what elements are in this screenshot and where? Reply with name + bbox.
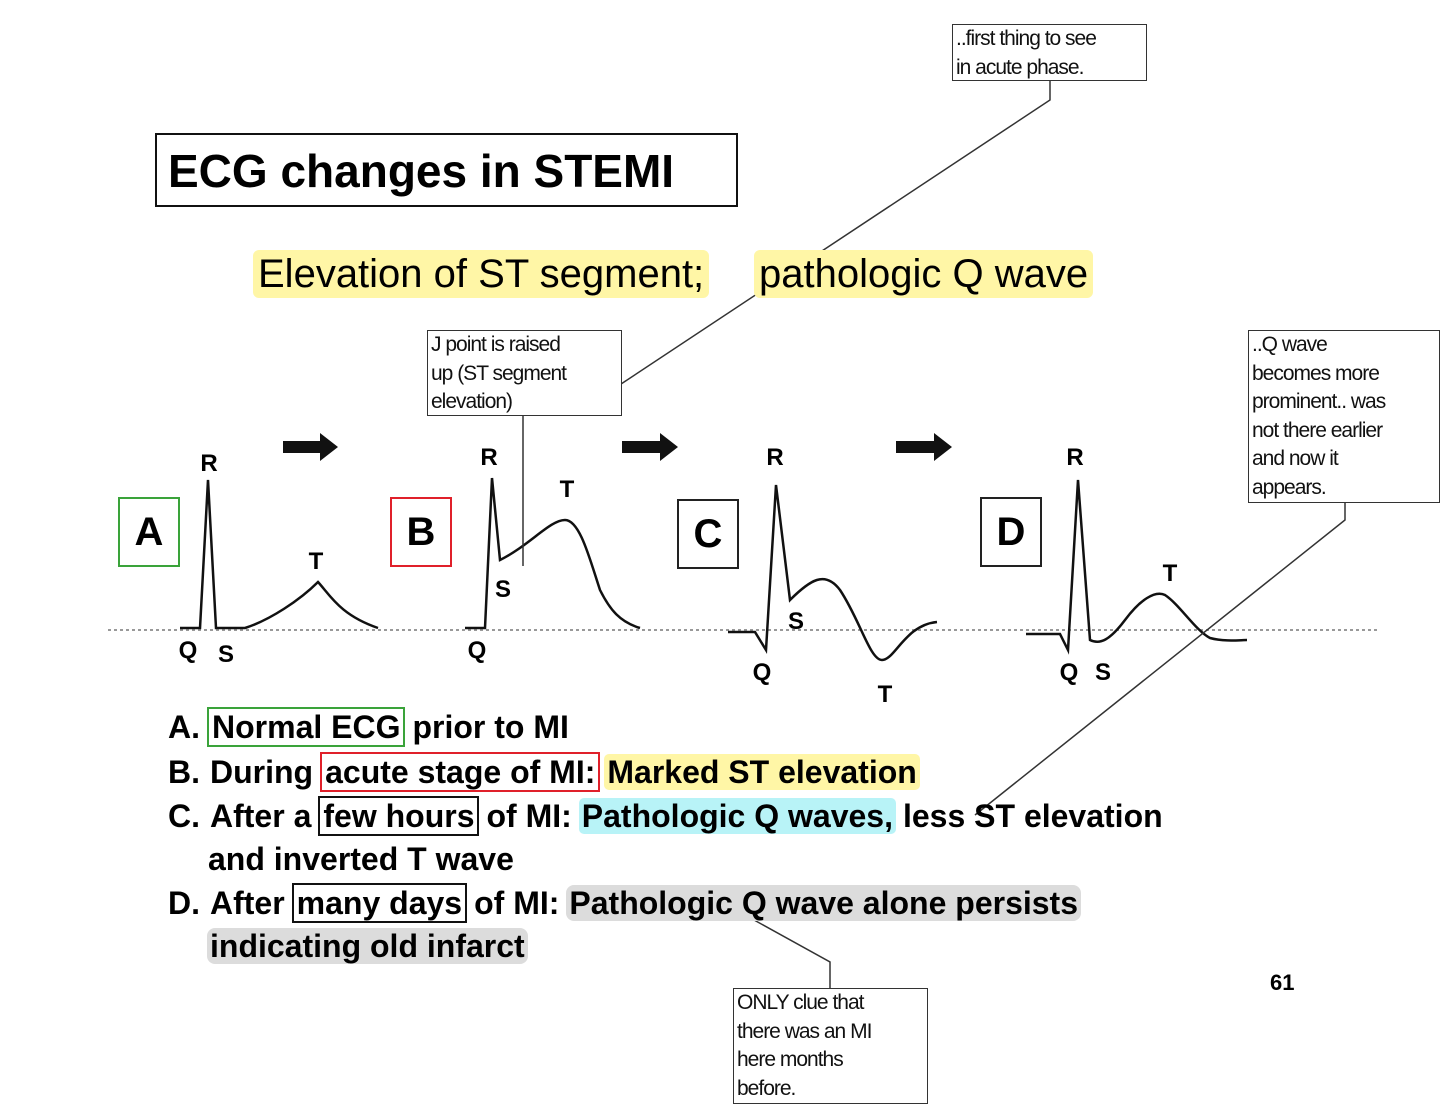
wave-label: Q — [178, 637, 198, 664]
highlighted-text: indicating old infarct — [207, 928, 528, 964]
callout-line: before. — [737, 1076, 796, 1100]
list-item: B. During acute stage of MI: Marked ST e… — [165, 752, 924, 792]
wave-label: T — [559, 476, 575, 503]
callout-line: up (ST segment — [431, 361, 567, 385]
waveform-a — [180, 479, 379, 630]
callout-line: becomes more — [1252, 361, 1380, 385]
callout-leaders — [522, 80, 1346, 988]
page-number: 61 — [1270, 970, 1295, 995]
waveform-b — [465, 477, 641, 630]
list-marker: A. — [168, 709, 200, 745]
wave-label: T — [308, 548, 324, 575]
list-item: D. After many days of MI: Pathologic Q w… — [165, 883, 1085, 923]
wave-label: R — [766, 444, 784, 471]
callout: ONLY clue that there was an MI here mont… — [733, 988, 928, 1104]
wave-label: T — [1162, 560, 1178, 587]
waveform-c — [728, 484, 938, 662]
wave-label: R — [1066, 444, 1084, 471]
arrow — [622, 433, 678, 461]
title: ECG changes in STEMI — [155, 133, 738, 207]
text: less ST elevation — [902, 798, 1163, 834]
list-marker: D. — [168, 885, 200, 921]
callout-line: appears. — [1252, 475, 1327, 499]
callout-line: ONLY clue that — [737, 991, 864, 1014]
text: of MI: — [474, 885, 560, 921]
arrow — [283, 433, 338, 461]
highlighted-text: Pathologic Q wave alone persists — [566, 885, 1081, 921]
subtitle-highlight: pathologic Q wave — [754, 250, 1094, 298]
wave-label: T — [877, 681, 893, 708]
callout: ..Q wave becomes more prominent.. was no… — [1248, 330, 1440, 503]
waveform-d — [1026, 479, 1248, 655]
wave-label: Q — [752, 659, 772, 686]
highlighted-text: Pathologic Q waves, — [578, 798, 896, 834]
callout-line: there was an MI — [737, 1019, 872, 1043]
panel-letter: C — [677, 499, 739, 569]
list-continuation: indicating old infarct — [207, 926, 532, 966]
leader-line — [974, 502, 1346, 816]
callout: ..first thing to see in acute phase. — [952, 24, 1147, 81]
list-marker: C. — [168, 798, 200, 834]
callout-line: here months — [737, 1048, 844, 1071]
text: After a — [210, 798, 312, 834]
list-item: A. Normal ECG prior to MI — [165, 707, 576, 747]
text: and inverted T wave — [208, 841, 514, 877]
text: of MI: — [486, 798, 572, 834]
callout-line: and now it — [1252, 447, 1339, 470]
text: During — [210, 754, 314, 790]
arrow — [896, 433, 952, 461]
text: prior to MI — [412, 709, 569, 745]
arrows — [283, 433, 952, 461]
callout-line: J point is raised — [431, 333, 561, 356]
callout: J point is raised up (ST segment elevati… — [427, 330, 622, 416]
panel-letter: D — [980, 497, 1042, 567]
wave-label: R — [480, 444, 498, 471]
list-item: C. After a few hours of MI: Pathologic Q… — [165, 796, 1170, 836]
highlighted-text: Marked ST elevation — [604, 754, 920, 790]
callout-line: ..first thing to see — [956, 27, 1097, 50]
boxed-text: acute stage of MI: — [320, 752, 601, 792]
boxed-text: many days — [291, 883, 468, 923]
callout-line: not there earlier — [1252, 418, 1383, 442]
wave-label: Q — [1059, 659, 1079, 686]
list-continuation: and inverted T wave — [205, 839, 521, 879]
list-marker: B. — [168, 754, 200, 790]
boxed-text: few hours — [318, 796, 480, 836]
wave-label: S — [217, 641, 235, 668]
boxed-text: Normal ECG — [207, 707, 406, 747]
callout-line: ..Q wave — [1252, 333, 1328, 356]
wave-label: S — [494, 576, 512, 603]
panel-letter: B — [390, 497, 452, 567]
callout-line: prominent.. was — [1252, 390, 1386, 413]
panel-letter: A — [118, 497, 180, 567]
subtitle-highlight: Elevation of ST segment; — [253, 250, 710, 298]
callout-line: in acute phase. — [956, 55, 1084, 79]
wave-label: R — [200, 450, 218, 477]
callout-line: elevation) — [431, 390, 513, 413]
wave-label: S — [787, 608, 805, 635]
wave-label: Q — [467, 637, 487, 664]
text: After — [210, 885, 285, 921]
leader-line — [611, 80, 1051, 391]
leader-line — [744, 914, 831, 988]
wave-label: S — [1094, 659, 1112, 686]
